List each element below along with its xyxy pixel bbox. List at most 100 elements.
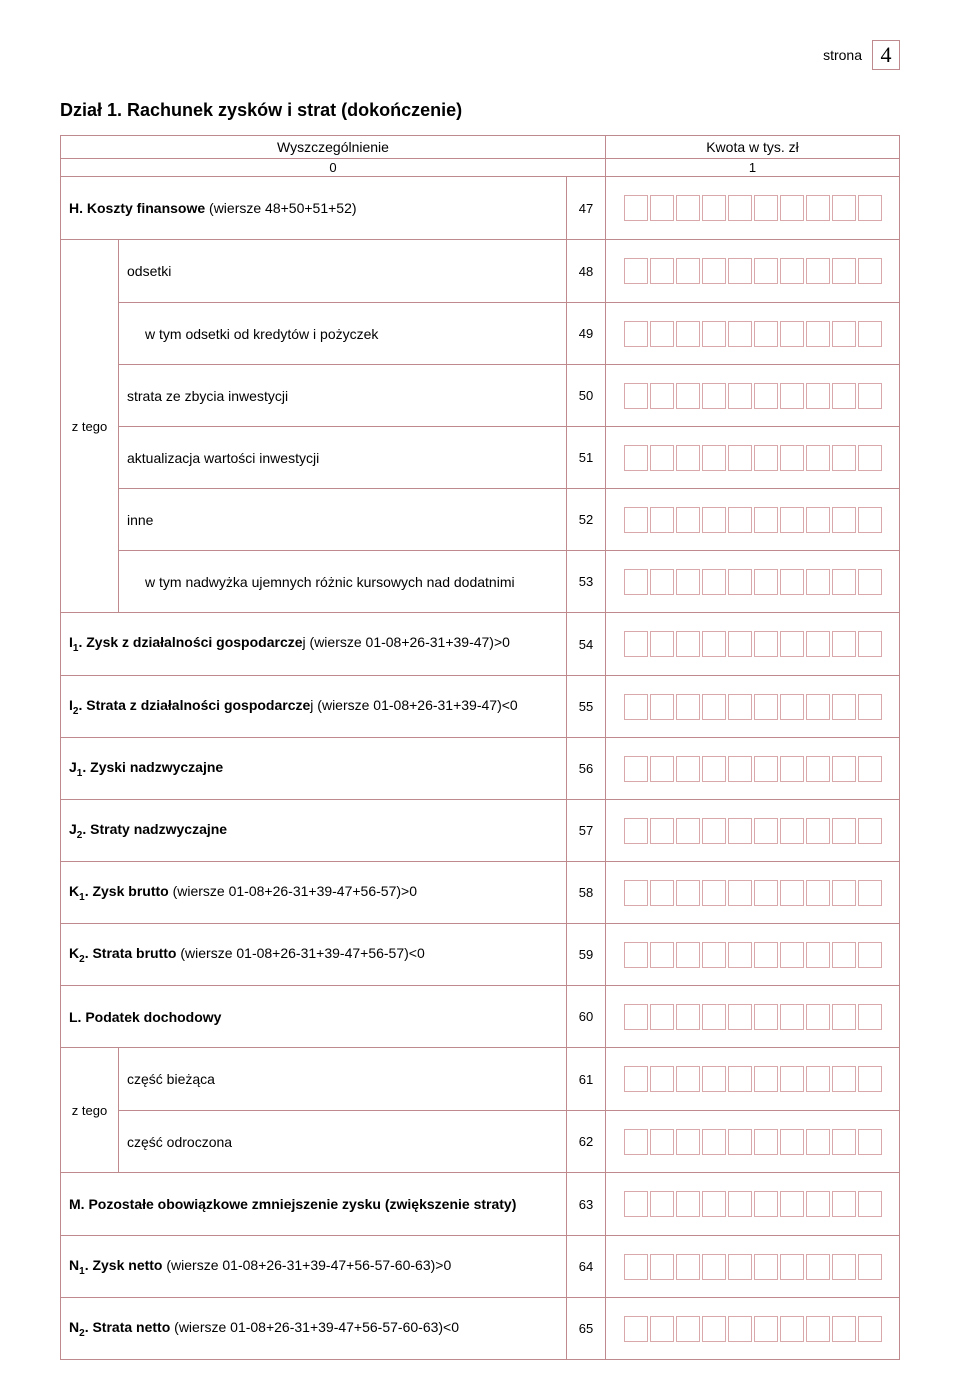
digit-box[interactable] (806, 445, 830, 471)
digit-box[interactable] (650, 818, 674, 844)
digit-box[interactable] (676, 195, 700, 221)
digit-box[interactable] (650, 383, 674, 409)
digit-box[interactable] (832, 880, 856, 906)
digit-box[interactable] (728, 1129, 752, 1155)
row-48-boxes[interactable] (606, 240, 899, 302)
row-m-boxes[interactable] (606, 1173, 899, 1235)
digit-box[interactable] (780, 880, 804, 906)
digit-box[interactable] (650, 880, 674, 906)
digit-box[interactable] (728, 1066, 752, 1092)
row-n2-boxes[interactable] (606, 1298, 899, 1359)
digit-box[interactable] (754, 195, 778, 221)
digit-box[interactable] (650, 756, 674, 782)
row-50-boxes[interactable] (606, 365, 899, 426)
digit-box[interactable] (702, 880, 726, 906)
digit-box[interactable] (702, 195, 726, 221)
digit-box[interactable] (832, 569, 856, 595)
digit-box[interactable] (754, 756, 778, 782)
digit-box[interactable] (624, 195, 648, 221)
digit-box[interactable] (806, 756, 830, 782)
digit-box[interactable] (676, 1191, 700, 1217)
digit-box[interactable] (832, 507, 856, 533)
digit-box[interactable] (754, 1066, 778, 1092)
digit-box[interactable] (650, 1191, 674, 1217)
digit-box[interactable] (702, 258, 726, 284)
digit-box[interactable] (676, 569, 700, 595)
digit-box[interactable] (728, 1316, 752, 1342)
digit-box[interactable] (780, 569, 804, 595)
digit-box[interactable] (624, 694, 648, 720)
digit-box[interactable] (676, 880, 700, 906)
digit-box[interactable] (702, 942, 726, 968)
digit-box[interactable] (728, 756, 752, 782)
row-k2-boxes[interactable] (606, 924, 899, 985)
digit-box[interactable] (702, 1066, 726, 1092)
digit-box[interactable] (832, 1191, 856, 1217)
digit-box[interactable] (858, 1191, 882, 1217)
digit-box[interactable] (832, 694, 856, 720)
digit-box[interactable] (728, 1254, 752, 1280)
digit-box[interactable] (728, 569, 752, 595)
digit-box[interactable] (702, 445, 726, 471)
digit-box[interactable] (624, 1316, 648, 1342)
digit-box[interactable] (650, 445, 674, 471)
digit-box[interactable] (650, 507, 674, 533)
digit-box[interactable] (754, 818, 778, 844)
digit-box[interactable] (650, 694, 674, 720)
digit-box[interactable] (806, 1316, 830, 1342)
digit-box[interactable] (676, 756, 700, 782)
digit-box[interactable] (858, 818, 882, 844)
digit-box[interactable] (624, 1254, 648, 1280)
digit-box[interactable] (676, 694, 700, 720)
digit-box[interactable] (702, 321, 726, 347)
digit-box[interactable] (650, 569, 674, 595)
digit-box[interactable] (676, 1254, 700, 1280)
digit-box[interactable] (728, 631, 752, 657)
digit-box[interactable] (858, 631, 882, 657)
digit-box[interactable] (832, 1254, 856, 1280)
digit-box[interactable] (858, 942, 882, 968)
digit-box[interactable] (858, 1316, 882, 1342)
digit-box[interactable] (806, 1004, 830, 1030)
digit-box[interactable] (780, 1254, 804, 1280)
digit-box[interactable] (754, 445, 778, 471)
digit-box[interactable] (754, 694, 778, 720)
digit-box[interactable] (650, 631, 674, 657)
digit-box[interactable] (754, 507, 778, 533)
digit-box[interactable] (624, 258, 648, 284)
digit-box[interactable] (832, 818, 856, 844)
digit-box[interactable] (832, 258, 856, 284)
digit-box[interactable] (624, 445, 648, 471)
digit-box[interactable] (806, 507, 830, 533)
digit-box[interactable] (780, 258, 804, 284)
row-i2-boxes[interactable] (606, 676, 899, 737)
digit-box[interactable] (806, 1129, 830, 1155)
digit-box[interactable] (858, 1066, 882, 1092)
digit-box[interactable] (806, 1066, 830, 1092)
digit-box[interactable] (728, 818, 752, 844)
digit-box[interactable] (832, 756, 856, 782)
digit-box[interactable] (754, 258, 778, 284)
digit-box[interactable] (702, 507, 726, 533)
digit-box[interactable] (806, 383, 830, 409)
digit-box[interactable] (702, 1191, 726, 1217)
digit-box[interactable] (624, 383, 648, 409)
digit-box[interactable] (754, 1316, 778, 1342)
digit-box[interactable] (858, 321, 882, 347)
digit-box[interactable] (624, 756, 648, 782)
digit-box[interactable] (754, 1004, 778, 1030)
digit-box[interactable] (832, 1066, 856, 1092)
digit-box[interactable] (676, 321, 700, 347)
row-62-boxes[interactable] (606, 1111, 899, 1172)
digit-box[interactable] (728, 258, 752, 284)
digit-box[interactable] (806, 942, 830, 968)
digit-box[interactable] (832, 383, 856, 409)
row-53-boxes[interactable] (606, 551, 899, 612)
digit-box[interactable] (676, 383, 700, 409)
digit-box[interactable] (676, 1129, 700, 1155)
digit-box[interactable] (754, 880, 778, 906)
digit-box[interactable] (728, 880, 752, 906)
digit-box[interactable] (754, 631, 778, 657)
digit-box[interactable] (832, 445, 856, 471)
digit-box[interactable] (624, 1004, 648, 1030)
